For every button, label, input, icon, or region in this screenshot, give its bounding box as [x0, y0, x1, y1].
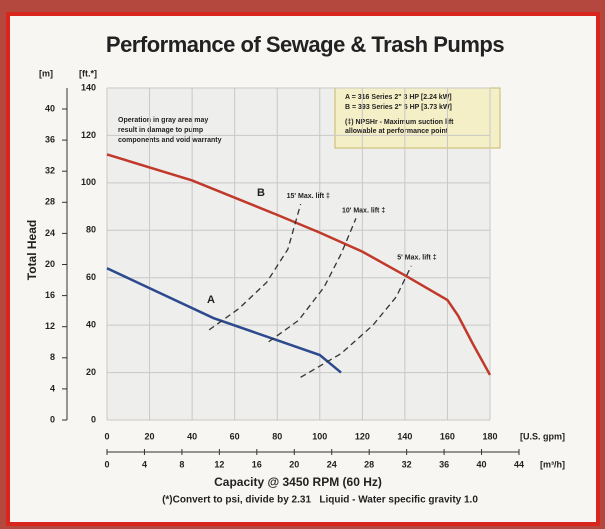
- x2-tick-label: 4: [142, 459, 147, 469]
- x2-tick-label: 36: [439, 459, 449, 469]
- x2-tick-label: 40: [477, 459, 487, 469]
- x2-tick-label: 28: [364, 459, 374, 469]
- x-tick-label: 180: [482, 431, 497, 441]
- x2-unit: [m³/h]: [540, 459, 565, 469]
- x-tick-label: 20: [145, 431, 155, 441]
- footnote: (*)Convert to psi, divide by 2.31 Liquid…: [162, 495, 478, 506]
- y-unit: [ft.*]: [79, 68, 97, 78]
- y2-tick-label: 20: [45, 259, 55, 269]
- x-tick-label: 0: [104, 431, 109, 441]
- y-tick-label: 100: [81, 177, 96, 187]
- lift-label: 15' Max. lift ‡: [287, 193, 330, 200]
- x-tick-label: 60: [230, 431, 240, 441]
- x-tick-label: 40: [187, 431, 197, 441]
- curve-label: B: [257, 187, 265, 199]
- y2-tick-label: 24: [45, 228, 55, 238]
- x2-tick-label: 44: [514, 459, 524, 469]
- y-tick-label: 120: [81, 130, 96, 140]
- x2-tick-label: 12: [214, 459, 224, 469]
- y2-unit: [m]: [39, 68, 53, 78]
- legend-line: A = 316 Series 2" 3 HP [2.24 kW]: [345, 94, 452, 101]
- y2-tick-label: 4: [50, 383, 55, 393]
- y-tick-label: 20: [86, 367, 96, 377]
- chart: Performance of Sewage & Trash Pumps Tota…: [0, 0, 605, 529]
- y-axis-label: Total Head: [25, 220, 39, 280]
- x-unit: [U.S. gpm]: [520, 431, 565, 441]
- note-line: result in damage to pump: [118, 127, 203, 134]
- y2-tick-label: 16: [45, 290, 55, 300]
- legend-line: (‡) NPSHr - Maximum suction lift: [345, 119, 454, 126]
- x-tick-label: 80: [272, 431, 282, 441]
- chart-title: Performance of Sewage & Trash Pumps: [106, 32, 504, 57]
- x2-tick-label: 16: [252, 459, 262, 469]
- y2-tick-label: 32: [45, 166, 55, 176]
- x-tick-label: 140: [397, 431, 412, 441]
- x-tick-label: 160: [440, 431, 455, 441]
- x2-tick-label: 0: [104, 459, 109, 469]
- page: Performance of Sewage & Trash Pumps Tota…: [0, 0, 605, 529]
- y2-tick-label: 36: [45, 134, 55, 144]
- curve-label: A: [207, 294, 215, 306]
- y2-tick-label: 8: [50, 352, 55, 362]
- y2-tick-label: 0: [50, 414, 55, 424]
- y-tick-label: 60: [86, 272, 96, 282]
- lift-label: 10' Max. lift ‡: [342, 207, 385, 214]
- legend-line: B = 393 Series 2" 5 HP [3.73 kW]: [345, 104, 452, 111]
- note-line: components and void warranty: [118, 137, 222, 144]
- y2-tick-label: 40: [45, 103, 55, 113]
- y2-tick-label: 28: [45, 197, 55, 207]
- x2-tick-label: 24: [327, 459, 337, 469]
- y-tick-label: 80: [86, 225, 96, 235]
- x-tick-label: 100: [312, 431, 327, 441]
- y-tick-label: 140: [81, 82, 96, 92]
- x2-tick-label: 20: [289, 459, 299, 469]
- x2-tick-label: 32: [402, 459, 412, 469]
- note-line: Operation in gray area may: [118, 117, 208, 124]
- y-tick-label: 40: [86, 320, 96, 330]
- x-tick-label: 120: [355, 431, 370, 441]
- x2-tick-label: 8: [179, 459, 184, 469]
- y2-tick-label: 12: [45, 321, 55, 331]
- lift-label: 5' Max. lift ‡: [397, 255, 437, 262]
- legend-line: allowable at performance point: [345, 128, 449, 135]
- y-tick-label: 0: [91, 414, 96, 424]
- x-axis-label: Capacity @ 3450 RPM (60 Hz): [214, 475, 382, 489]
